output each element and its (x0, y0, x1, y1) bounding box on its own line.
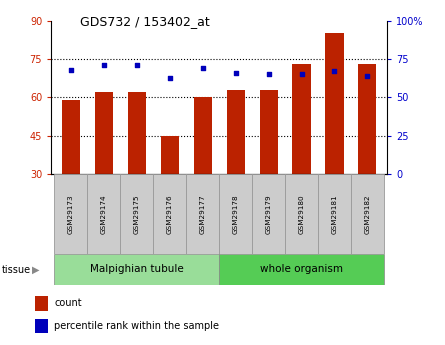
Bar (227, 90, 245, 174)
FancyBboxPatch shape (120, 174, 153, 254)
Bar (259, 90, 278, 174)
Text: GSM29175: GSM29175 (134, 194, 140, 234)
Point (364, 73, 371, 79)
Bar (161, 136, 179, 174)
Text: GSM29173: GSM29173 (68, 194, 74, 234)
FancyBboxPatch shape (54, 254, 219, 285)
Text: percentile rank within the sample: percentile rank within the sample (54, 321, 219, 331)
Text: ▶: ▶ (32, 265, 40, 275)
FancyBboxPatch shape (219, 254, 384, 285)
Point (166, 75, 173, 80)
Text: GSM29182: GSM29182 (364, 194, 370, 234)
Bar (95, 92, 113, 174)
FancyBboxPatch shape (285, 174, 318, 254)
Text: count: count (54, 298, 82, 308)
Bar (62, 100, 80, 174)
FancyBboxPatch shape (219, 174, 252, 254)
Point (331, 69, 338, 74)
FancyBboxPatch shape (87, 174, 120, 254)
Point (265, 72, 272, 77)
Bar (128, 92, 146, 174)
FancyBboxPatch shape (54, 174, 87, 254)
FancyBboxPatch shape (252, 174, 285, 254)
Bar (358, 64, 376, 174)
Point (199, 66, 206, 71)
Point (298, 72, 305, 77)
Text: GSM29178: GSM29178 (233, 194, 239, 234)
Text: GSM29181: GSM29181 (332, 194, 337, 234)
Text: GDS732 / 153402_at: GDS732 / 153402_at (80, 16, 210, 29)
Point (67, 67, 74, 72)
FancyBboxPatch shape (153, 174, 186, 254)
Text: whole organism: whole organism (260, 264, 343, 274)
Text: tissue: tissue (2, 265, 31, 275)
Point (232, 70, 239, 76)
FancyBboxPatch shape (351, 174, 384, 254)
Text: GSM29176: GSM29176 (167, 194, 173, 234)
Text: GSM29177: GSM29177 (200, 194, 206, 234)
Point (133, 62, 140, 68)
Bar (35, 296, 48, 310)
Bar (325, 33, 344, 174)
Text: GSM29180: GSM29180 (299, 194, 304, 234)
Bar (35, 319, 48, 333)
Bar (194, 98, 212, 174)
Text: Malpighian tubule: Malpighian tubule (90, 264, 184, 274)
Bar (292, 64, 311, 174)
Text: GSM29179: GSM29179 (266, 194, 271, 234)
Text: GSM29174: GSM29174 (101, 194, 107, 234)
FancyBboxPatch shape (186, 174, 219, 254)
FancyBboxPatch shape (318, 174, 351, 254)
Point (100, 62, 107, 68)
